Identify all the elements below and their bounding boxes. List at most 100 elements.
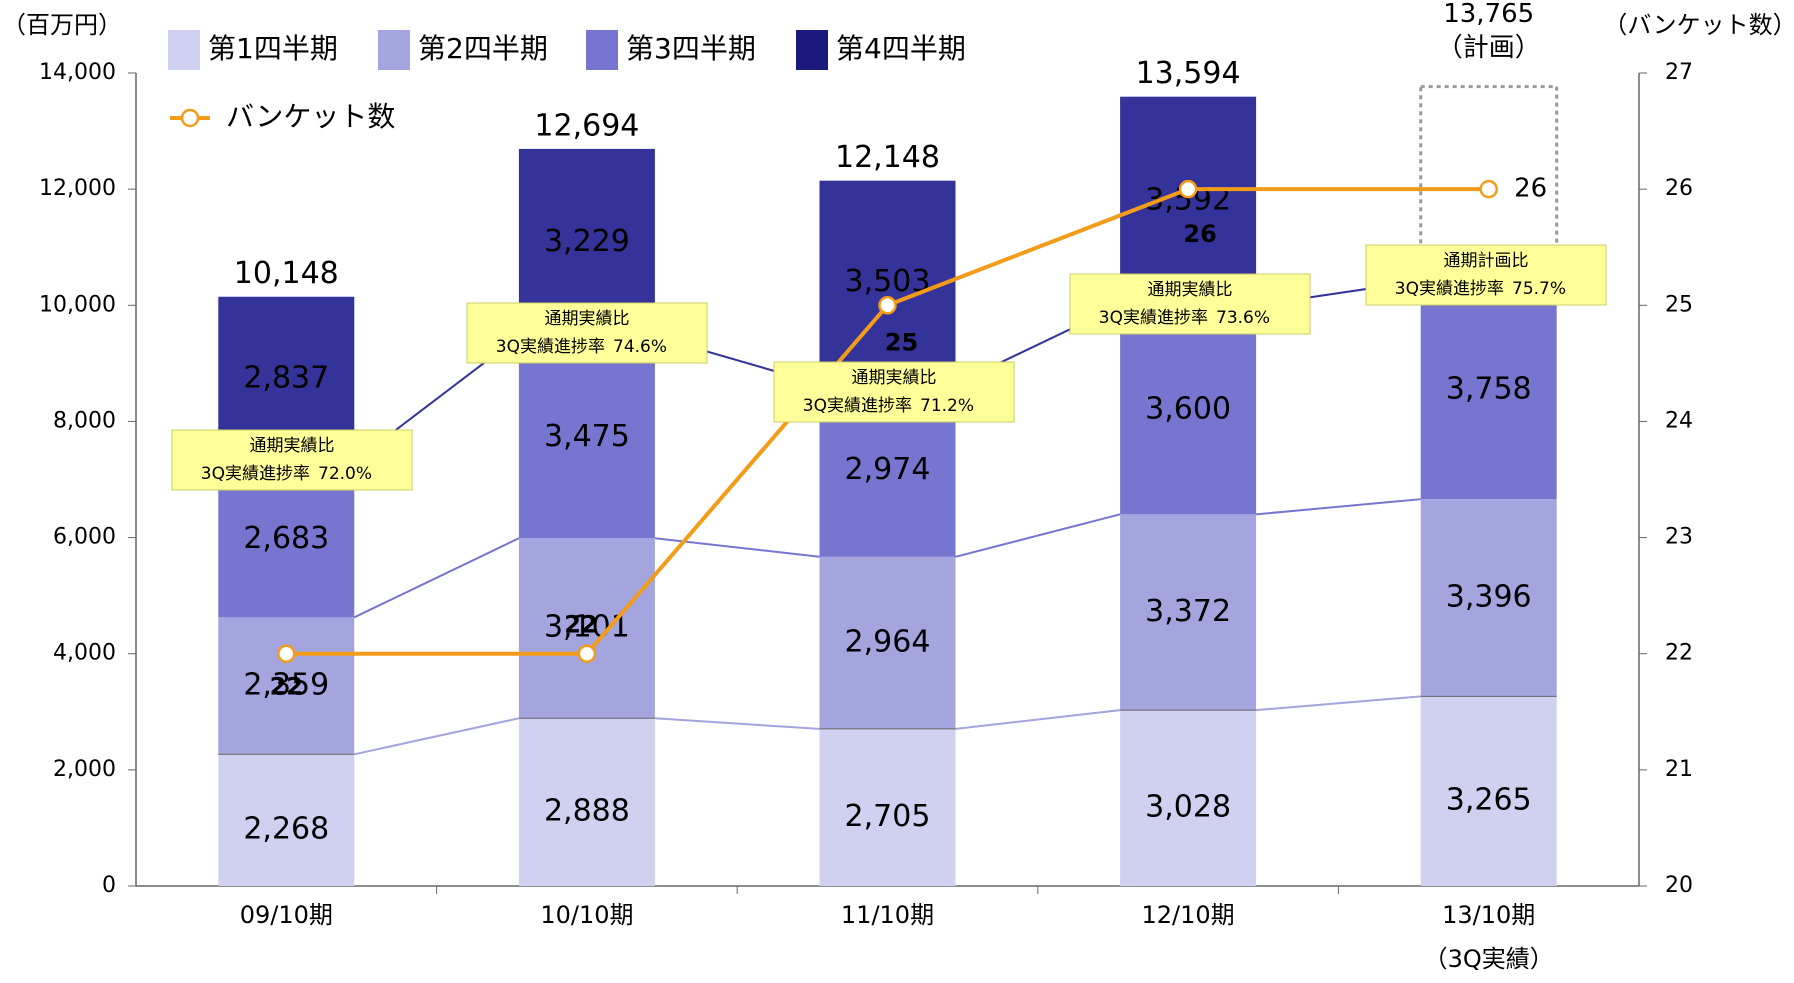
legend-label: 第1四半期 — [208, 32, 338, 65]
bar-segment — [819, 556, 956, 729]
y2-tick-label: 26 — [1665, 176, 1693, 201]
annotation-title: 通期実績比 — [852, 368, 937, 388]
y-tick-label: 10,000 — [39, 292, 116, 317]
data-label: 3,372 — [1145, 594, 1231, 629]
connector-line — [353, 537, 520, 619]
y2-tick-label: 24 — [1665, 408, 1693, 433]
annotation-title: 通期実績比 — [250, 436, 335, 456]
legend-label: 第3四半期 — [626, 32, 756, 65]
data-label: 3,028 — [1145, 790, 1231, 825]
total-note: （計画） — [1437, 33, 1541, 63]
total-label: 13,594 — [1136, 56, 1241, 91]
bar-segment — [1120, 305, 1257, 515]
bar-segment — [518, 336, 655, 539]
annotation-title: 通期計画比 — [1444, 251, 1529, 271]
data-label: 2,964 — [845, 624, 931, 659]
annotation-label: 3Q実績進捗率 — [1395, 279, 1504, 299]
line-label: 26 — [1514, 174, 1547, 204]
x-tick-label: 09/10期 — [240, 901, 333, 929]
data-label: 2,888 — [544, 794, 630, 829]
y-tick-label: 0 — [102, 873, 116, 898]
bar-segment — [1420, 696, 1557, 886]
data-label: 3,396 — [1446, 579, 1532, 614]
data-label: 2,837 — [243, 361, 329, 396]
line-label: 26 — [1183, 220, 1216, 248]
bar-segment — [218, 754, 355, 886]
y-axis-label: （百万円） — [2, 11, 122, 39]
annotation-title: 通期実績比 — [1148, 280, 1233, 300]
annotation-box — [171, 429, 413, 491]
bar-segment — [1420, 280, 1557, 500]
annotation-value: 72.0% — [318, 464, 372, 484]
data-label: 3,265 — [1446, 783, 1532, 818]
y2-tick-label: 21 — [1665, 757, 1693, 782]
legend-label: バンケット数 — [226, 100, 395, 133]
connector-line — [1256, 695, 1421, 712]
y2-tick-label: 22 — [1665, 641, 1693, 666]
line-point — [1479, 179, 1498, 199]
data-label: 3,475 — [544, 419, 630, 454]
line-point — [878, 296, 897, 315]
bar-segment — [819, 728, 956, 886]
y2-tick-label: 20 — [1665, 873, 1693, 898]
y-tick-label: 12,000 — [39, 176, 116, 201]
legend-swatch — [168, 30, 200, 70]
bar-segment — [218, 617, 355, 755]
connector-line — [955, 513, 1121, 558]
legend-label: 第2四半期 — [418, 32, 548, 65]
annotation-value: 71.2% — [920, 396, 974, 416]
data-label: 2,359 — [243, 667, 329, 702]
bar-segment — [1120, 96, 1257, 306]
plan-box — [1419, 85, 1559, 283]
x-tick-sublabel: （3Q実績） — [1424, 945, 1554, 973]
annotation-value: 74.6% — [613, 337, 667, 357]
bar-segment — [1120, 710, 1257, 886]
x-tick-label: 13/10期 — [1442, 901, 1535, 929]
legend-swatch — [378, 30, 410, 70]
data-label: 3,600 — [1145, 391, 1231, 426]
data-label: 2,974 — [845, 452, 931, 487]
data-label: 2,268 — [243, 812, 329, 847]
total-label: 12,148 — [835, 140, 940, 175]
bar-segment — [1420, 499, 1557, 697]
legend-swatch — [796, 30, 828, 70]
connector-line — [955, 709, 1121, 730]
bar-segment — [819, 180, 956, 385]
data-label: 3,229 — [544, 224, 630, 259]
data-label: 3,758 — [1446, 372, 1532, 407]
y2-tick-label: 27 — [1665, 60, 1693, 85]
y2-axis-label: （バンケット数） — [1603, 11, 1794, 39]
line-label: 22 — [564, 611, 597, 639]
y-tick-label: 6,000 — [53, 525, 116, 550]
annotation-label: 3Q実績進捗率 — [496, 337, 605, 357]
data-label: 2,705 — [845, 799, 931, 834]
annotation-box — [1069, 273, 1311, 335]
bar-segment — [518, 718, 655, 886]
total-label: 12,694 — [534, 108, 639, 143]
x-tick-label: 11/10期 — [841, 901, 934, 929]
y-tick-label: 2,000 — [53, 757, 116, 782]
x-tick-label: 12/10期 — [1142, 901, 1235, 929]
data-label: 3,101 — [544, 610, 630, 645]
connector-line — [654, 717, 820, 730]
line-point — [277, 644, 296, 663]
annotation-box — [466, 302, 708, 364]
annotation-box — [1365, 244, 1607, 306]
connector-line — [354, 717, 520, 756]
line-point — [1178, 179, 1198, 199]
annotation-value: 73.6% — [1216, 308, 1270, 328]
annotation-label: 3Q実績進捗率 — [803, 396, 912, 416]
y-tick-label: 14,000 — [39, 60, 116, 85]
legend-swatch — [586, 30, 618, 70]
line-label: 22 — [270, 673, 303, 701]
connector-line — [1256, 498, 1421, 516]
annotation-label: 3Q実績進捗率 — [1099, 308, 1208, 328]
line-label: 25 — [885, 328, 918, 356]
y-tick-label: 8,000 — [53, 408, 116, 433]
bar-segment — [1120, 514, 1257, 711]
line-point — [577, 644, 597, 663]
legend-label: 第4四半期 — [836, 32, 966, 65]
data-label: 2,683 — [243, 521, 329, 556]
y-tick-label: 4,000 — [53, 641, 116, 666]
y2-tick-label: 23 — [1665, 525, 1693, 550]
